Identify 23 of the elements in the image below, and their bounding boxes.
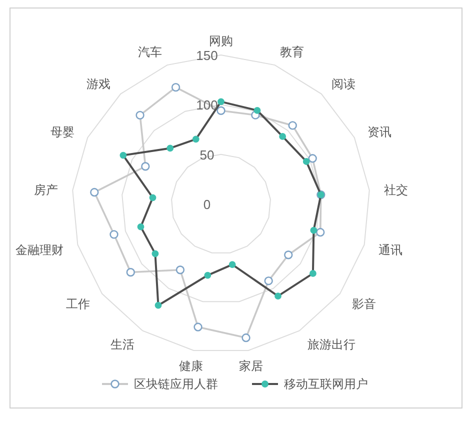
spoke-label: 金融理财 <box>15 242 64 257</box>
legend-label: 区块链应用人群 <box>134 377 218 391</box>
spoke-label: 工作 <box>66 296 90 311</box>
legend-label: 移动互联网用户 <box>284 377 368 391</box>
y-tick-label: 100 <box>196 98 218 113</box>
y-tick-label: 150 <box>196 48 218 63</box>
spoke-label: 阅读 <box>331 76 356 91</box>
spoke-label: 汽车 <box>138 45 162 60</box>
spoke-label: 家居 <box>239 359 264 374</box>
spoke-label: 母婴 <box>50 124 74 139</box>
spoke-label: 游戏 <box>86 76 111 91</box>
spoke-label: 资讯 <box>368 124 392 139</box>
spoke-label: 影音 <box>352 296 376 311</box>
spoke-label: 健康 <box>178 359 203 374</box>
y-tick-label: 0 <box>203 197 211 212</box>
spoke-label: 社交 <box>384 182 408 197</box>
spoke-label: 房产 <box>34 182 58 197</box>
y-tick-label: 50 <box>200 147 214 162</box>
spoke-label: 通讯 <box>378 242 403 257</box>
spoke-label: 教育 <box>280 45 304 60</box>
spoke-label: 网购 <box>209 34 233 48</box>
spoke-label: 生活 <box>110 337 135 352</box>
spoke-label: 旅游出行 <box>307 337 356 352</box>
